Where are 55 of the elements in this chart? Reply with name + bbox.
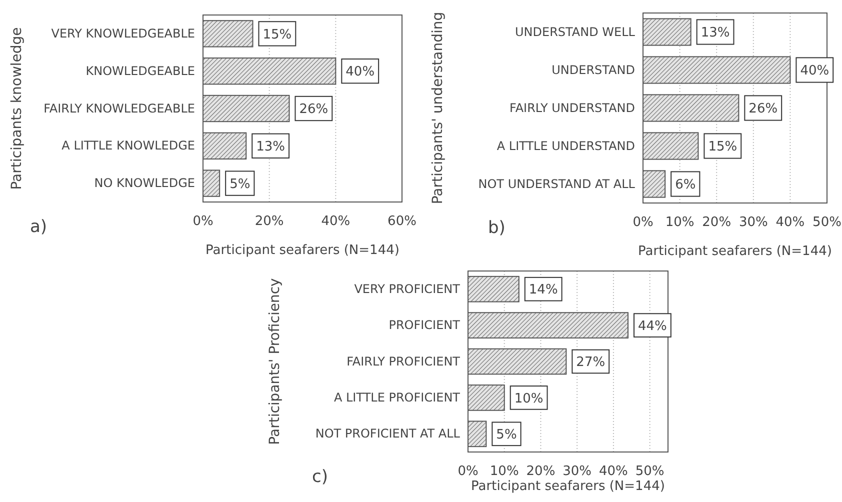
x-tick-label: 10%: [490, 464, 519, 480]
y-tick-label: FAIRLY UNDERSTAND: [510, 100, 635, 115]
x-tick-label: 50%: [812, 215, 842, 230]
y-tick-label: FAIRLY KNOWLEDGEABLE: [44, 101, 195, 116]
y-tick-label: A LITTLE PROFICIENT: [334, 390, 461, 405]
x-tick-label: 30%: [562, 464, 592, 480]
x-axis-title: Participant seafarers (N=144): [471, 479, 665, 494]
x-tick-label: 60%: [388, 214, 416, 230]
data-label: 14%: [528, 282, 558, 298]
y-tick-label: PROFICIENT: [388, 318, 461, 332]
x-tick-label: 40%: [776, 215, 805, 230]
data-label: 6%: [675, 178, 696, 193]
y-axis-title: Participants knowledge: [8, 27, 25, 190]
x-axis-title: Participant seafarers (N=144): [638, 244, 832, 259]
data-label: 26%: [748, 102, 778, 117]
x-tick-label: 20%: [702, 215, 732, 230]
y-tick-label: UNDERSTAND WELL: [515, 24, 636, 39]
x-tick-label: 0%: [632, 215, 654, 230]
data-label: 10%: [514, 391, 544, 406]
x-tick-label: 40%: [321, 214, 350, 230]
y-tick-label: A LITTLE KNOWLEDGE: [62, 138, 195, 153]
y-axis-title: Participants' Proficiency: [266, 278, 283, 445]
y-tick-label: VERY PROFICIENT: [354, 282, 461, 296]
y-tick-label: NOT PROFICIENT AT ALL: [315, 426, 460, 441]
data-label: 40%: [800, 64, 830, 79]
y-tick-label: KNOWLEDGEABLE: [86, 64, 195, 78]
data-label: 26%: [299, 102, 328, 118]
text: c): [312, 467, 328, 487]
x-tick-label: 20%: [254, 214, 284, 230]
y-tick-label: FAIRLY PROFICIENT: [346, 354, 461, 368]
data-label: 5%: [496, 427, 517, 442]
x-tick-label: 10%: [665, 215, 694, 230]
y-axis-title: Participants' understanding: [430, 12, 446, 204]
text: b): [488, 218, 506, 238]
x-tick-label: 30%: [738, 215, 768, 230]
x-tick-label: 40%: [599, 464, 628, 480]
y-tick-label: VERY KNOWLEDGEABLE: [51, 26, 195, 41]
x-tick-label: 50%: [635, 464, 664, 480]
y-tick-label: NO KNOWLEDGE: [94, 176, 195, 190]
x-tick-label: 0%: [458, 464, 478, 480]
x-tick-label: 0%: [192, 214, 214, 230]
y-tick-label: A LITTLE UNDERSTAND: [496, 138, 635, 153]
data-label: 40%: [346, 64, 375, 80]
data-label: 15%: [708, 140, 738, 155]
y-tick-label: NOT UNDERSTAND AT ALL: [478, 176, 636, 191]
data-label: 15%: [262, 27, 292, 42]
data-label: 44%: [638, 318, 667, 334]
x-tick-label: 20%: [526, 464, 556, 480]
y-tick-label: UNDERSTAND: [552, 62, 635, 77]
data-label: 13%: [700, 26, 730, 41]
x-axis-title: Participant seafarers (N=144): [206, 243, 400, 258]
data-label: 13%: [256, 139, 286, 154]
data-label: 5%: [230, 176, 250, 192]
text: a): [30, 217, 48, 237]
data-label: 27%: [576, 355, 606, 370]
